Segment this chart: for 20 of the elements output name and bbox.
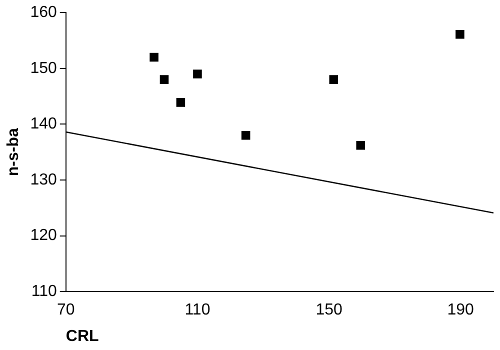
y-tick-label: 140 bbox=[30, 116, 57, 133]
x-tick-label: 110 bbox=[184, 302, 210, 319]
point bbox=[329, 75, 338, 84]
x-tick-label: 70 bbox=[56, 302, 75, 319]
y-tick-label: 160 bbox=[30, 4, 57, 22]
x-tick-label: 150 bbox=[316, 302, 342, 319]
y-tick-label: 130 bbox=[30, 171, 57, 188]
x-tick-label: 190 bbox=[447, 302, 474, 319]
y-tick-label: 110 bbox=[31, 283, 57, 300]
point bbox=[456, 30, 464, 39]
point bbox=[193, 70, 202, 78]
y-tick-label: 150 bbox=[30, 60, 57, 77]
point bbox=[160, 75, 169, 84]
y-tick-label: 120 bbox=[30, 227, 57, 244]
point bbox=[176, 98, 186, 107]
point bbox=[150, 52, 158, 62]
y-axis-title: n-s-ba bbox=[5, 128, 22, 176]
x-axis-title: CRL bbox=[66, 328, 100, 345]
point bbox=[356, 141, 366, 150]
point bbox=[241, 130, 250, 140]
